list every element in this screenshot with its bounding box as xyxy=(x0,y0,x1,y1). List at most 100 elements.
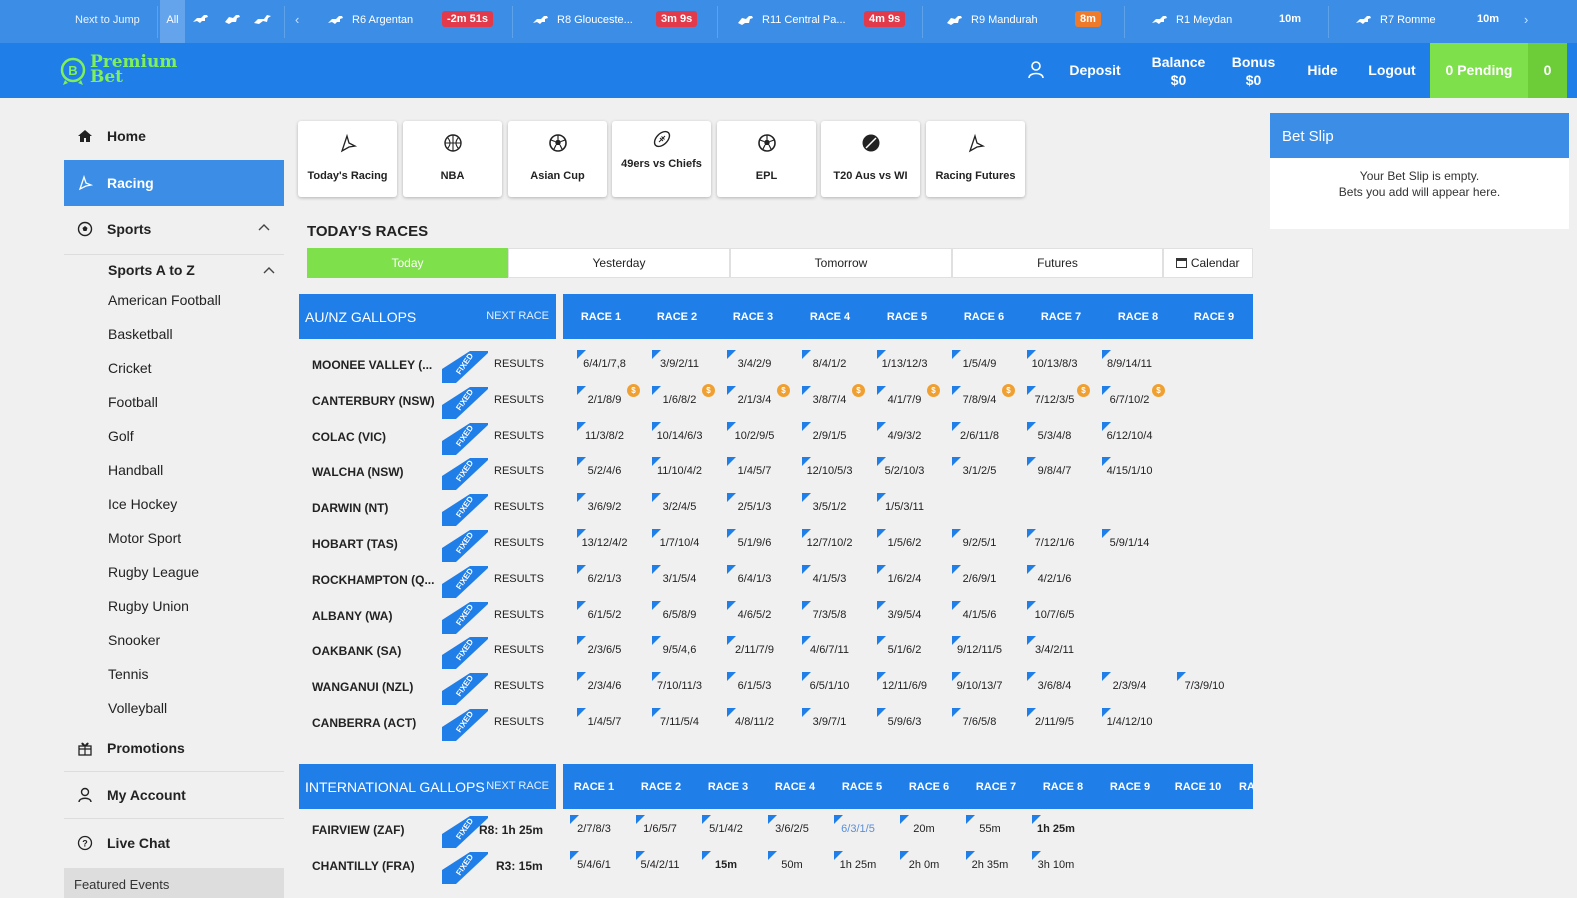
race-result-cell[interactable]: 1/4/12/10 xyxy=(1092,705,1167,741)
race-result-cell[interactable]: 10/7/6/5 xyxy=(1017,598,1092,634)
sport-item[interactable]: Basketball xyxy=(108,326,173,342)
sport-item[interactable]: Football xyxy=(108,394,158,410)
race-result-cell[interactable]: 11/3/8/2 xyxy=(567,419,642,455)
venue-name[interactable]: DARWIN (NT) xyxy=(312,501,389,516)
race-result-cell[interactable]: 55m xyxy=(956,812,1024,848)
race-result-cell[interactable]: 5/9/1/14 xyxy=(1092,526,1167,562)
bonus-display[interactable]: Bonus $0 xyxy=(1226,43,1281,98)
race-result-cell[interactable]: 3/6/9/2 xyxy=(567,490,642,526)
race-result-cell[interactable]: 5/1/9/6 xyxy=(717,526,792,562)
sport-item[interactable]: Handball xyxy=(108,462,164,478)
race-result-cell[interactable]: 3/6/2/5 xyxy=(758,812,826,848)
tile-49ers-vs-chiefs[interactable]: 49ers vs Chiefs xyxy=(612,121,711,197)
race-result-cell[interactable]: 2/3/9/4 xyxy=(1092,669,1167,705)
sport-item[interactable]: Motor Sport xyxy=(108,530,182,546)
next-race-countdown[interactable]: R3: 15m xyxy=(496,859,543,873)
results-link[interactable]: RESULTS xyxy=(494,358,544,370)
race-result-cell[interactable]: 2/1/8/9 $ xyxy=(567,383,642,419)
harness-racing-filter-icon[interactable] xyxy=(223,12,243,26)
race-result-cell[interactable]: 12/11/6/9 xyxy=(867,669,942,705)
sport-item[interactable]: Golf xyxy=(108,428,134,444)
greyhound-filter-icon[interactable] xyxy=(253,12,273,26)
race-result-cell[interactable]: 2/3/6/5 xyxy=(567,633,642,669)
race-result-cell[interactable]: 2h 0m xyxy=(890,848,958,884)
race-result-cell[interactable]: 1/6/2/4 xyxy=(867,562,942,598)
meeting-row[interactable]: WALCHA (NSW) FIXED RESULTS 5/2/4/6 11/10/4/2… xyxy=(298,454,1253,491)
jump-race-6[interactable]: R7 Romme 10m xyxy=(1354,0,1514,43)
race-result-cell[interactable]: 6/1/5/3 xyxy=(717,669,792,705)
race-result-cell[interactable]: 2/6/11/8 xyxy=(942,419,1017,455)
results-link[interactable]: RESULTS xyxy=(494,429,544,442)
race-result-cell[interactable]: 4/2/1/6 xyxy=(1017,562,1092,598)
sport-item[interactable]: Ice Hockey xyxy=(108,496,178,512)
race-result-cell[interactable]: 5/4/6/1 xyxy=(560,848,628,884)
results-link[interactable]: RESULTS xyxy=(494,465,544,478)
race-result-cell[interactable]: 6/7/10/2 $ xyxy=(1092,383,1167,419)
race-result-cell[interactable]: 6/5/8/9 xyxy=(642,598,717,634)
race-result-cell[interactable]: 3/9/7/1 xyxy=(792,705,867,741)
race-result-cell[interactable]: 50m xyxy=(758,848,826,884)
race-result-cell[interactable]: 1/4/5/7 xyxy=(567,705,642,741)
race-result-cell[interactable]: 7/10/11/3 xyxy=(642,669,717,705)
race-result-cell[interactable]: 6/2/1/3 xyxy=(567,562,642,598)
race-result-cell[interactable]: 13/12/4/2 xyxy=(567,526,642,562)
venue-name[interactable]: MOONEE VALLEY (... xyxy=(312,358,433,372)
race-result-cell[interactable]: 2/9/1/5 xyxy=(792,419,867,455)
race-result-cell[interactable]: 2/3/4/6 xyxy=(567,669,642,705)
tab-yesterday[interactable]: Yesterday xyxy=(508,248,730,278)
deposit-button[interactable]: Deposit xyxy=(1069,62,1121,78)
race-result-cell[interactable]: 3/9/2/11 xyxy=(642,347,717,383)
race-result-cell[interactable]: 6/3/1/5 xyxy=(824,812,892,848)
next-race-countdown[interactable]: R8: 1h 25m xyxy=(479,823,544,837)
race-result-cell[interactable]: 3/4/2/9 xyxy=(717,347,792,383)
race-result-cell[interactable]: 7/3/9/10 xyxy=(1167,669,1242,705)
tile-epl[interactable]: EPL xyxy=(717,121,816,197)
race-result-cell[interactable]: 11/10/4/2 xyxy=(642,454,717,490)
jump-race-3[interactable]: R11 Central Pa... 4m 9s xyxy=(736,0,911,43)
meeting-row[interactable]: OAKBANK (SA) FIXED RESULTS 2/3/6/5 9/5/4,6 2/… xyxy=(298,633,1253,670)
race-result-cell[interactable]: 1/5/6/2 xyxy=(867,526,942,562)
race-result-cell[interactable]: 20m xyxy=(890,812,958,848)
race-result-cell[interactable]: 3/1/5/4 xyxy=(642,562,717,598)
venue-name[interactable]: HOBART (TAS) xyxy=(312,537,398,551)
race-result-cell[interactable]: 4/8/11/2 xyxy=(717,705,792,741)
tab-futures[interactable]: Futures xyxy=(952,248,1163,278)
race-result-cell[interactable]: 5/3/4/8 xyxy=(1017,419,1092,455)
race-result-cell[interactable]: 3/8/7/4 $ xyxy=(792,383,867,419)
venue-name[interactable]: FAIRVIEW (ZAF) xyxy=(312,823,405,837)
pending-bets-button[interactable]: 0 Pending xyxy=(1430,43,1528,98)
race-result-cell[interactable]: 3/6/8/4 xyxy=(1017,669,1092,705)
logout-button[interactable]: Logout xyxy=(1368,62,1416,78)
race-result-cell[interactable]: 8/9/14/11 xyxy=(1092,347,1167,383)
race-result-cell[interactable]: 7/6/5/8 xyxy=(942,705,1017,741)
race-result-cell[interactable]: 6/5/1/10 xyxy=(792,669,867,705)
race-result-cell[interactable]: 3/1/2/5 xyxy=(942,454,1017,490)
race-result-cell[interactable]: 3/9/5/4 xyxy=(867,598,942,634)
race-result-cell[interactable]: 4/1/5/6 xyxy=(942,598,1017,634)
results-link[interactable]: RESULTS xyxy=(494,608,544,621)
race-result-cell[interactable]: 1h 25m xyxy=(824,848,892,884)
chevron-left-icon[interactable]: ‹ xyxy=(295,12,300,27)
sport-item[interactable]: Cricket xyxy=(108,360,152,376)
race-result-cell[interactable]: 7/3/5/8 xyxy=(792,598,867,634)
race-result-cell[interactable]: 9/2/5/1 xyxy=(942,526,1017,562)
tab-today[interactable]: Today xyxy=(307,248,508,278)
venue-name[interactable]: ALBANY (WA) xyxy=(312,608,393,623)
race-result-cell[interactable]: 2/11/7/9 xyxy=(717,633,792,669)
sidebar-item-sports[interactable]: Sports xyxy=(64,206,284,252)
race-result-cell[interactable]: 3/2/4/5 xyxy=(642,490,717,526)
race-result-cell[interactable]: 5/1/6/2 xyxy=(867,633,942,669)
race-result-cell[interactable]: 4/15/1/10 xyxy=(1092,454,1167,490)
results-link[interactable]: RESULTS xyxy=(494,716,544,728)
tile-racing-futures[interactable]: Racing Futures xyxy=(926,121,1025,197)
jump-race-4[interactable]: R9 Mandurah 8m xyxy=(945,0,1105,43)
balance-display[interactable]: Balance $0 xyxy=(1146,43,1211,98)
tile-nba[interactable]: NBA xyxy=(403,121,502,197)
premium-bet-logo[interactable]: B Premium Bet xyxy=(60,54,177,87)
race-result-cell[interactable]: 5/2/4/6 xyxy=(567,454,642,490)
race-result-cell[interactable]: 1/6/8/2 $ xyxy=(642,383,717,419)
race-result-cell[interactable]: 3/5/1/2 xyxy=(792,490,867,526)
race-result-cell[interactable]: 5/9/6/3 xyxy=(867,705,942,741)
race-result-cell[interactable]: 6/4/1/7,8 xyxy=(567,347,642,383)
race-result-cell[interactable]: 9/12/11/5 xyxy=(942,633,1017,669)
